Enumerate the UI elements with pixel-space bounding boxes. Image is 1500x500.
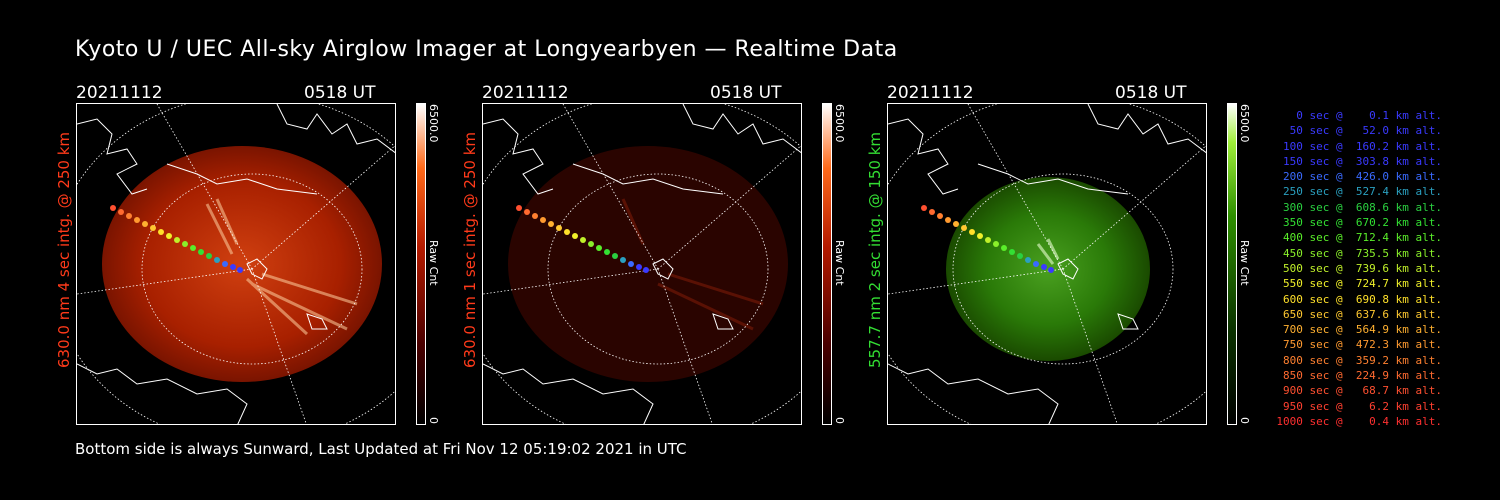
track-altitude-legend: 0 sec @ 0.1 km alt. 50 sec @ 52.0 km alt…: [1262, 108, 1442, 429]
panel-3-colorbar-unit: Raw Cnt: [1238, 240, 1251, 286]
panel-1-time: 0518 UT: [304, 83, 376, 103]
legend-row: 650 sec @ 637.6 km alt.: [1276, 307, 1442, 321]
panel-3-colorbar: [1227, 103, 1237, 425]
legend-row: 550 sec @ 724.7 km alt.: [1276, 277, 1442, 291]
panel-3-date: 20211112: [887, 83, 974, 103]
panel-3-time: 0518 UT: [1115, 83, 1187, 103]
panel-1-colorbar-min: 0: [427, 417, 440, 424]
panel-1-colorbar-unit: Raw Cnt: [427, 240, 440, 286]
legend-row: 150 sec @ 303.8 km alt.: [1276, 154, 1442, 168]
panel-2-colorbar-max: 6500.0: [833, 104, 846, 143]
panel-3-track: [921, 205, 1054, 273]
panel-2-wavelength-label: 630.0 nm 1 sec intg. @ 250 km: [461, 131, 479, 368]
legend-row: 750 sec @ 472.3 km alt.: [1276, 338, 1442, 352]
legend-row: 50 sec @ 52.0 km alt.: [1276, 124, 1442, 138]
page-title: Kyoto U / UEC All-sky Airglow Imager at …: [75, 37, 898, 62]
panel-2-date: 20211112: [482, 83, 569, 103]
footer-note: Bottom side is always Sunward, Last Upda…: [75, 440, 687, 458]
panel-1-colorbar-max: 6500.0: [427, 104, 440, 143]
legend-row: 900 sec @ 68.7 km alt.: [1276, 384, 1442, 398]
legend-row: 800 sec @ 359.2 km alt.: [1276, 353, 1442, 367]
legend-row: 350 sec @ 670.2 km alt.: [1276, 216, 1442, 230]
legend-row: 0 sec @ 0.1 km alt.: [1276, 109, 1442, 122]
panel-3-allsky-image: [887, 103, 1207, 425]
legend-row: 300 sec @ 608.6 km alt.: [1276, 200, 1442, 214]
panel-1-wavelength-label: 630.0 nm 4 sec intg. @ 250 km: [55, 131, 73, 368]
legend-row: 450 sec @ 735.5 km alt.: [1276, 246, 1442, 260]
panel-2-colorbar: [822, 103, 832, 425]
legend-row: 500 sec @ 739.6 km alt.: [1276, 261, 1442, 275]
legend-row: 400 sec @ 712.4 km alt.: [1276, 231, 1442, 245]
panel-2-colorbar-min: 0: [833, 417, 846, 424]
legend-row: 850 sec @ 224.9 km alt.: [1276, 369, 1442, 383]
panel-2-time: 0518 UT: [710, 83, 782, 103]
panel-1-allsky-image: [76, 103, 396, 425]
panel-2-colorbar-unit: Raw Cnt: [833, 240, 846, 286]
panel-1-date: 20211112: [76, 83, 163, 103]
legend-row: 1000 sec @ 0.4 km alt.: [1276, 414, 1442, 428]
panel-2-allsky-image: [482, 103, 802, 425]
legend-row: 250 sec @ 527.4 km alt.: [1276, 185, 1442, 199]
legend-row: 100 sec @ 160.2 km alt.: [1276, 139, 1442, 153]
legend-row: 200 sec @ 426.0 km alt.: [1276, 170, 1442, 184]
legend-row: 700 sec @ 564.9 km alt.: [1276, 323, 1442, 337]
panel-3-wavelength-label: 557.7 nm 2 sec intg. @ 150 km: [866, 131, 884, 368]
panel-1-colorbar: [416, 103, 426, 425]
legend-row: 950 sec @ 6.2 km alt.: [1276, 399, 1442, 413]
panel-3-colorbar-max: 6500.0: [1238, 104, 1251, 143]
panel-3-colorbar-min: 0: [1238, 417, 1251, 424]
panel-2-track: [516, 205, 649, 273]
panel-1-track: [110, 205, 243, 273]
legend-row: 600 sec @ 690.8 km alt.: [1276, 292, 1442, 306]
